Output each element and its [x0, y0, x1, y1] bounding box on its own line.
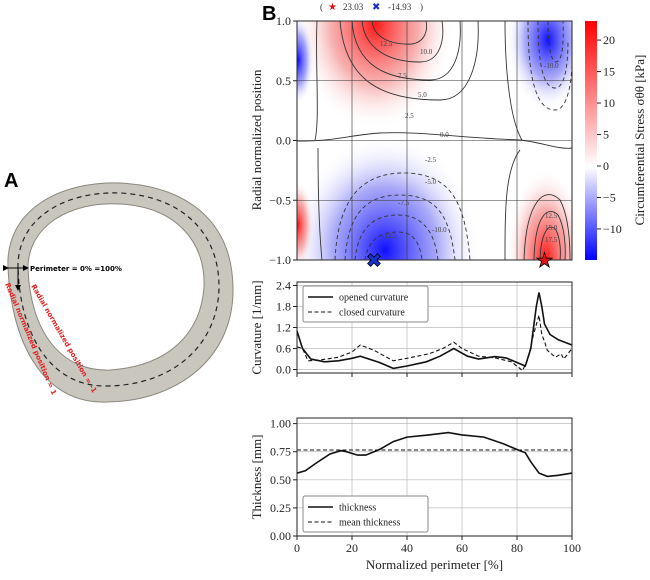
midline-dashed — [17, 192, 220, 387]
max-star-icon: ★ — [536, 248, 554, 272]
heatmap-blob-negative — [297, 21, 314, 105]
legend-box — [302, 285, 429, 323]
y-tick-label: 1.0 — [276, 14, 291, 28]
y-tick-label: 0.50 — [270, 473, 291, 487]
contour-label: -10.0 — [544, 62, 559, 70]
heatmap-blob-positive — [506, 168, 572, 260]
cross-icon: ✖ — [372, 2, 380, 13]
y-axis-label: Thickness [mm] — [249, 435, 264, 520]
contour-lines-negative — [334, 21, 572, 260]
y-tick-label: 0.5 — [276, 74, 291, 88]
axes-frame — [296, 281, 573, 374]
y-tick-label: 2.4 — [276, 279, 291, 293]
heatmap-blob-positive — [297, 21, 455, 130]
x-axis-label: Normalized perimeter [%] — [366, 557, 503, 572]
y-tick-label: 0.0 — [276, 363, 291, 377]
x-tick-label: 60 — [456, 541, 468, 555]
y-tick-label: 1.8 — [276, 300, 291, 314]
colorbar-gradient — [585, 21, 597, 260]
contour-label: -10.0 — [432, 226, 447, 234]
vessel-wall — [7, 182, 234, 403]
legend-entry: thickness — [339, 503, 376, 514]
stress-heatmap: 12.5 10.0 7.5 5.0 2.5 0.0 -2.5 -5.0 -7.5… — [249, 14, 573, 272]
colorbar: 20 15 10 5 0 −5 −10 Circumferential Stress σθθ… — [585, 21, 647, 260]
contour-label: 15.0 — [545, 224, 558, 232]
contour-label: 0.0 — [440, 131, 449, 139]
colorbar-label: Circumferential Stress σθθ [kPa] — [632, 55, 647, 226]
header-max-value: 23.03 — [343, 2, 364, 12]
panel-a-label: A — [4, 170, 18, 192]
x-tick-label: 100 — [563, 541, 581, 555]
contour-label: 7.5 — [398, 72, 407, 80]
curvature-plot: 2.4 1.8 1.2 0.6 0.0 Curvature [1/mm] opened cu… — [249, 279, 573, 377]
axes-frame — [296, 417, 573, 537]
y-tick-label: 0.6 — [276, 342, 291, 356]
x-tick-label: 80 — [511, 541, 523, 555]
colorbar-tick-label: 5 — [603, 128, 609, 142]
y-tick-label: 1.00 — [270, 417, 291, 431]
y-tick-label: 0.75 — [270, 445, 291, 459]
y-tick-label: 1.2 — [276, 321, 291, 335]
legend-entry: opened curvature — [339, 293, 409, 304]
panel-b-label: B — [262, 3, 276, 25]
x-tick-label: 0 — [294, 541, 300, 555]
contour-lines — [297, 21, 572, 260]
contour-label: -2.5 — [425, 156, 437, 164]
series-line-opened-curvature — [296, 292, 573, 370]
header-paren-close: ) — [420, 2, 423, 12]
series-line-thickness — [296, 431, 573, 478]
contour-label: -7.5 — [398, 199, 410, 207]
x-tick-label: 20 — [346, 541, 358, 555]
colorbar-tick-label: 10 — [603, 96, 615, 110]
legend: thickness mean thickness — [302, 495, 429, 533]
colorbar-tick-label: 20 — [603, 33, 615, 47]
min-cross-icon: ✖ — [366, 250, 382, 272]
contour-label: 2.5 — [405, 112, 414, 120]
y-tick-label: 0.0 — [276, 134, 291, 148]
y-tick-label: −0.5 — [269, 193, 291, 207]
contour-label: 12.5 — [380, 40, 393, 48]
contour-label: -12.5 — [382, 232, 397, 240]
thickness-plot: 1.00 0.75 0.50 0.25 0.00 Thickness [mm] thickn… — [249, 417, 581, 572]
series-line-closed-curvature — [296, 315, 573, 372]
star-icon: ★ — [328, 2, 337, 13]
y-tick-label: −1.0 — [269, 253, 291, 267]
legend-entry: mean thickness — [339, 518, 400, 529]
contour-label: 17.5 — [545, 236, 558, 244]
contour-label: 5.0 — [418, 91, 427, 99]
contour-label: 12.5 — [545, 212, 558, 220]
colorbar-tick-label: −5 — [603, 190, 616, 204]
y-tick-label: 0.00 — [270, 529, 291, 543]
perimeter-annotation: Perimeter = 0% =100% — [30, 265, 122, 273]
panel-a: A Perimeter = 0% =100% Radial normalized… — [3, 170, 234, 403]
colorbar-tick-label: 0 — [603, 159, 609, 173]
heatmap-extremes-header: ( ★ 23.03 ✖ -14.93 ) — [320, 2, 423, 13]
heatmap-blob-negative — [297, 135, 480, 260]
y-tick-label: 0.25 — [270, 501, 291, 515]
header-min-value: -14.93 — [388, 2, 412, 12]
colorbar-tick-label: −10 — [603, 222, 622, 236]
header-paren-open: ( — [320, 2, 323, 12]
contour-label: 10.0 — [420, 48, 433, 56]
colorbar-tick-label: 15 — [603, 65, 615, 79]
contour-label: -5.0 — [425, 178, 437, 186]
x-tick-label: 40 — [401, 541, 413, 555]
legend-entry: closed curvature — [339, 308, 405, 319]
y-axis-label: Curvature [1/mm] — [249, 280, 264, 374]
legend-box — [302, 495, 429, 533]
y-axis-label: Radial normalized position — [249, 69, 264, 210]
legend: opened curvature closed curvature — [302, 285, 429, 323]
contour-labels: 12.5 10.0 7.5 5.0 2.5 0.0 -2.5 -5.0 -7.5… — [380, 40, 559, 244]
